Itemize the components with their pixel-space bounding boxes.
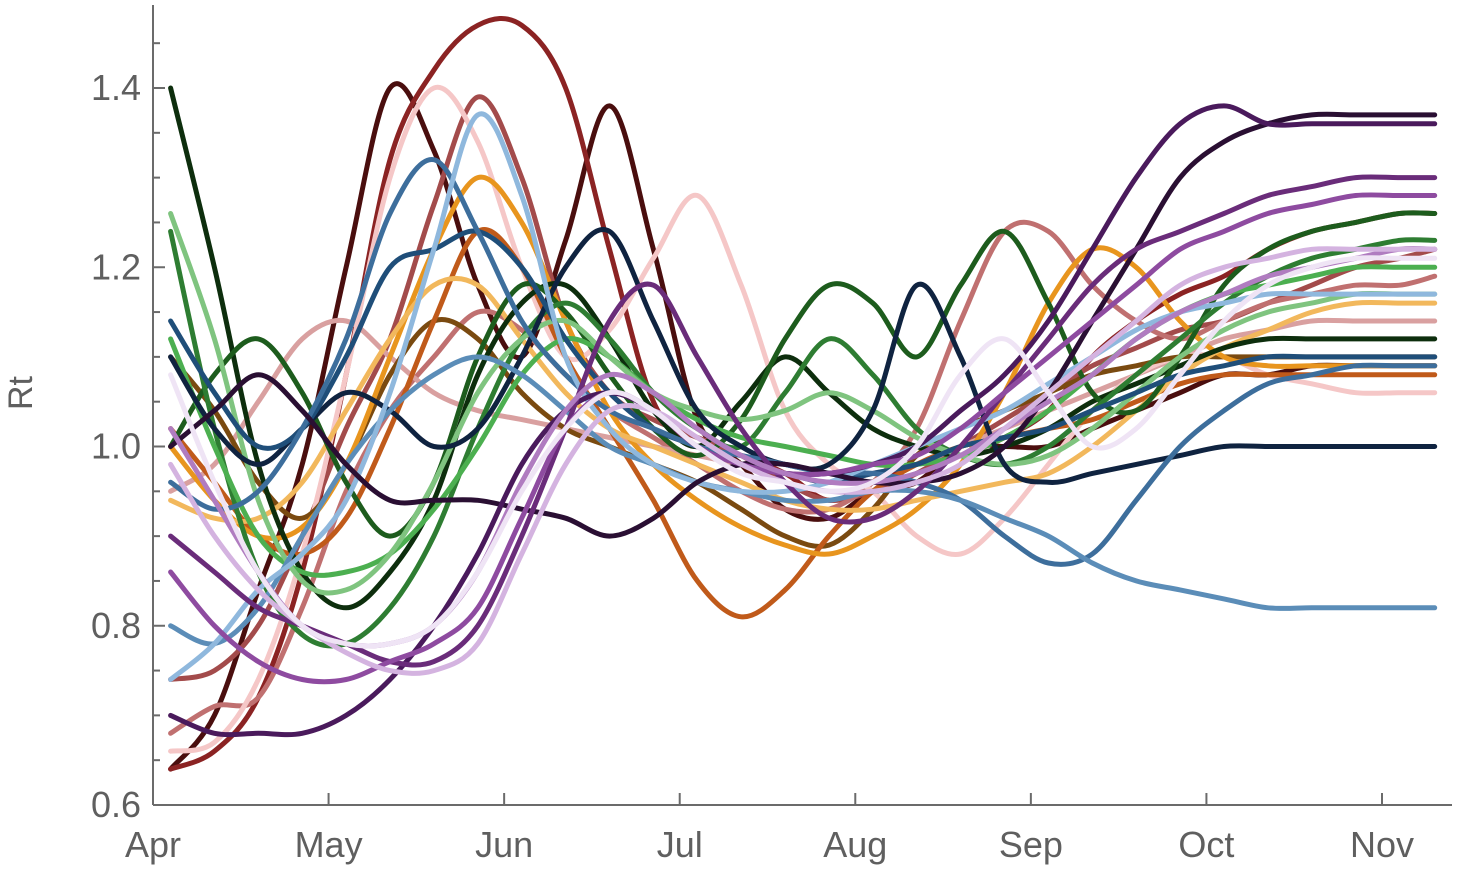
series-line-20 (168, 111, 1438, 682)
x-ticks: Apr May Jun Jul Aug Sep Oct Nov (125, 793, 1414, 865)
x-tick-label: Aug (823, 824, 887, 865)
series-line-8 (168, 227, 1438, 620)
y-tick-label: 1.4 (91, 67, 141, 108)
y-tick-label: 0.8 (91, 605, 141, 646)
x-tick-label: Oct (1178, 824, 1234, 865)
y-tick-label: 1.2 (91, 246, 141, 287)
x-tick-label: Apr (125, 824, 181, 865)
x-tick-label: Nov (1350, 824, 1414, 865)
x-tick-label: Sep (999, 824, 1063, 865)
y-tick-label: 1.0 (91, 426, 141, 467)
series-line-11 (168, 85, 1438, 611)
series-line-12 (168, 210, 1438, 539)
x-tick-label: Jun (475, 824, 533, 865)
x-tick-label: Jul (657, 824, 703, 865)
series-line-23 (168, 174, 1438, 668)
axes: 0.6 0.8 1.0 1.2 1.4 Apr May Jun Jul Aug Sep Oct Nov (91, 5, 1452, 865)
series-line-19 (168, 354, 1438, 647)
y-axis-title: Rt (2, 375, 40, 410)
series-line-27 (168, 255, 1438, 649)
series-line-15 (168, 211, 1438, 596)
x-tick-label: May (295, 824, 363, 865)
y-ticks: 0.6 0.8 1.0 1.2 1.4 (91, 42, 165, 825)
y-tick-label: 0.6 (91, 784, 141, 825)
series-layer (168, 16, 1438, 772)
